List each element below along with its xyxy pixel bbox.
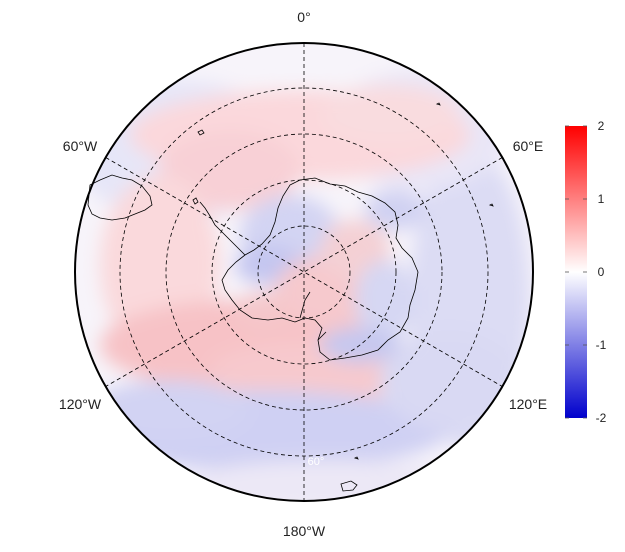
island-coast [340,480,358,492]
latitude-circle [165,133,443,411]
coastlines [87,102,494,492]
meridian-line [105,157,503,387]
latitude-circle [211,179,397,365]
colorbar-tick-label: -2 [596,411,607,425]
colorbar: 2 1 0 -1 -2 [565,119,607,425]
antarctica-coast [221,177,419,361]
colorbar-tick-label: -1 [596,338,607,352]
island-coast [192,197,199,205]
colorbar-gradient [565,126,587,418]
island-coast [353,456,359,460]
lat-label: 60° [308,456,325,468]
lon-label-upper-right: 60°E [513,138,544,154]
antarctic-peninsula-coast [199,201,246,256]
colorbar-ticks: 2 1 0 -1 -2 [565,119,607,425]
map-boundary [74,42,534,502]
lon-label-lower-left: 120°W [59,396,102,412]
meridian-line [105,157,503,387]
graticule [105,43,503,501]
ice-shelf-edge [299,291,327,341]
colorbar-tick-label: 0 [598,265,605,279]
colorbar-tick-label: 2 [598,119,605,133]
island-coast [435,102,441,106]
south-america-coast [87,174,153,221]
island-coast [197,129,205,136]
colorbar-tick-label: 1 [598,192,605,206]
island-coast [488,203,494,207]
lon-label-lower-right: 120°E [509,396,547,412]
lon-label-bottom: 180°W [283,523,326,539]
lon-label-upper-left: 60°W [63,138,98,154]
longitude-labels: 0° 60°E 120°E 180°W 120°W 60°W [59,9,547,539]
lon-label-top: 0° [297,9,310,25]
